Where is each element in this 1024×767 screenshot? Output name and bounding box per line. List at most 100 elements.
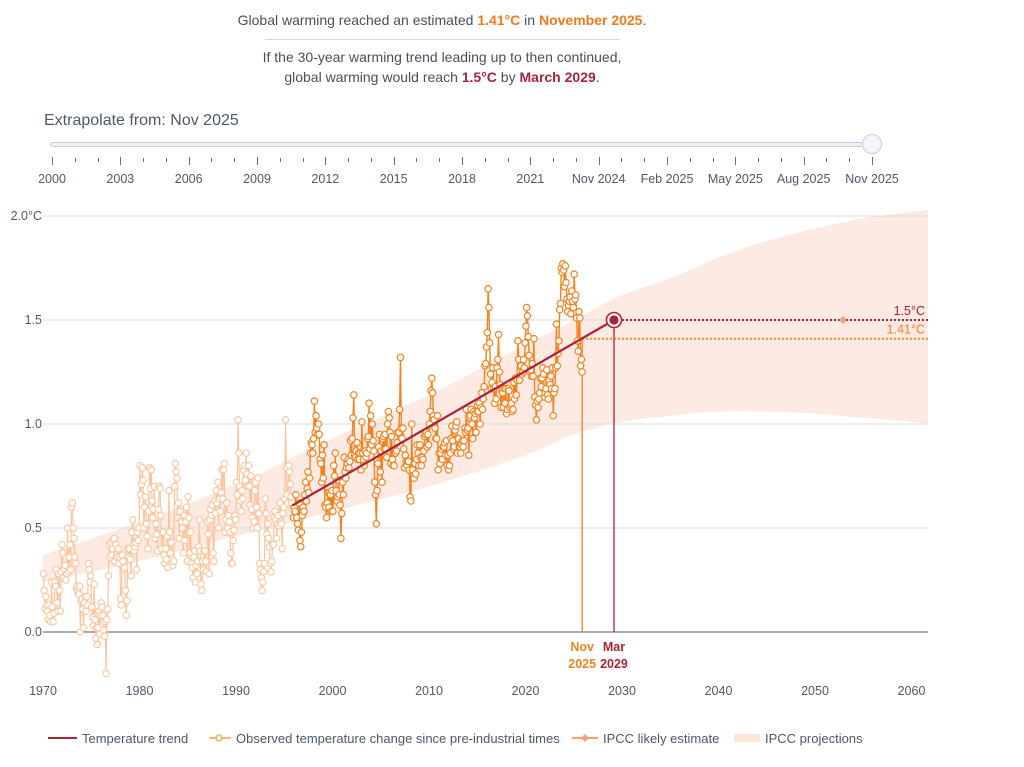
slider-minor-tick	[97, 158, 99, 162]
legend-item-ipcc-projections[interactable]: IPCC projections	[734, 730, 863, 746]
slider-major-tick	[667, 157, 668, 165]
slider-minor-tick	[234, 158, 236, 162]
legend-label: IPCC likely estimate	[603, 730, 720, 746]
y-tick-label: 0.0	[25, 625, 42, 639]
observed-point	[61, 561, 69, 570]
observed-point	[82, 607, 90, 615]
observed-point	[316, 459, 325, 468]
observed-point	[217, 488, 225, 497]
observed-point	[69, 524, 77, 532]
observed-point	[481, 359, 490, 368]
legend-item-ipcc-estimate[interactable]: IPCC likely estimate	[572, 730, 719, 746]
observed-point	[476, 420, 484, 428]
observed-point	[419, 455, 427, 464]
observed-point	[555, 305, 564, 314]
x-tick-label: 2020	[512, 684, 540, 698]
slider-tick-label: 2021	[516, 172, 545, 186]
ipcc-likely-estimate	[839, 316, 847, 324]
observed-point	[255, 509, 263, 518]
slider-tick-label: 2015	[379, 172, 408, 186]
observed-point	[433, 411, 442, 420]
observed-point	[152, 520, 160, 528]
slider-minor-tick	[143, 158, 145, 162]
observed-point	[485, 339, 494, 347]
observed-point	[267, 567, 275, 576]
observed-point	[372, 519, 381, 528]
observed-point	[264, 534, 273, 543]
slider-minor-tick	[416, 158, 418, 162]
observed-point	[515, 376, 524, 385]
observed-point	[71, 559, 80, 568]
observed-point	[103, 615, 111, 624]
x-tick-label: 2010	[415, 684, 443, 698]
observed-point	[114, 545, 122, 553]
observed-point	[401, 451, 410, 460]
slider-track[interactable]	[50, 142, 872, 147]
observed-point	[304, 467, 312, 476]
observed-point	[241, 476, 249, 484]
observed-point	[546, 372, 555, 381]
slider-minor-tick	[507, 158, 509, 162]
observed-point	[423, 430, 432, 439]
observed-point	[56, 607, 65, 615]
observed-point	[468, 434, 477, 443]
observed-point	[365, 399, 373, 408]
observed-point	[312, 411, 320, 420]
summary-text: by	[496, 69, 520, 85]
x-tick-label: 2040	[705, 684, 733, 698]
slider-tick-label: Feb 2025	[640, 172, 694, 186]
observed-point	[165, 528, 174, 536]
observed-point	[119, 557, 127, 566]
observed-point	[258, 586, 266, 595]
trend-line-swatch-icon	[48, 737, 77, 739]
observed-point	[297, 528, 306, 537]
legend-item-observed[interactable]: Observed temperature change since pre-in…	[209, 730, 560, 746]
observed-point	[285, 468, 294, 476]
slider-handle[interactable]	[862, 134, 882, 154]
slider-label: Extrapolate from: Nov 2025	[44, 111, 239, 131]
observed-point	[178, 524, 187, 532]
observed-point	[40, 586, 48, 595]
observed-point	[404, 457, 413, 466]
observed-point	[103, 605, 112, 613]
date-marker-label: 2025	[568, 657, 596, 671]
observed-point	[234, 416, 242, 424]
y-tick-label: 0.5	[25, 521, 42, 535]
observed-point	[370, 447, 378, 455]
observed-point	[138, 463, 147, 472]
slider-minor-tick	[484, 158, 486, 162]
observed-point	[169, 557, 178, 566]
observed-point	[42, 592, 50, 601]
observed-point	[250, 518, 258, 526]
y-tick-label: 1.0	[25, 417, 42, 431]
threshold-date: March 2029	[519, 69, 596, 85]
observed-point	[300, 507, 308, 516]
observed-point	[486, 370, 495, 378]
observed-point	[68, 499, 77, 507]
slider-minor-tick	[849, 158, 851, 162]
observed-point	[117, 601, 126, 609]
observed-point	[85, 565, 93, 574]
observed-point	[147, 466, 155, 474]
slider-tick-label: May 2025	[707, 172, 763, 186]
observed-point	[253, 524, 262, 532]
legend-item-temperature-trend[interactable]: Temperature trend	[48, 730, 188, 746]
observed-point	[195, 515, 204, 524]
observed-point	[186, 528, 195, 536]
observed-point	[571, 291, 580, 299]
observed-point	[269, 540, 278, 549]
y-tick-label: 2.0°C	[11, 209, 42, 223]
observed-point	[233, 490, 241, 499]
slider-minor-tick	[758, 158, 760, 162]
observed-point	[93, 640, 102, 649]
observed-point	[399, 445, 408, 453]
observed-point	[204, 530, 213, 538]
observed-point	[149, 513, 157, 522]
observed-point	[259, 567, 268, 576]
observed-point	[247, 472, 255, 480]
observed-point	[514, 337, 522, 345]
observed-point	[296, 536, 304, 545]
observed-point	[172, 468, 180, 476]
observed-point	[483, 328, 492, 337]
x-tick-label: 2050	[801, 684, 829, 698]
